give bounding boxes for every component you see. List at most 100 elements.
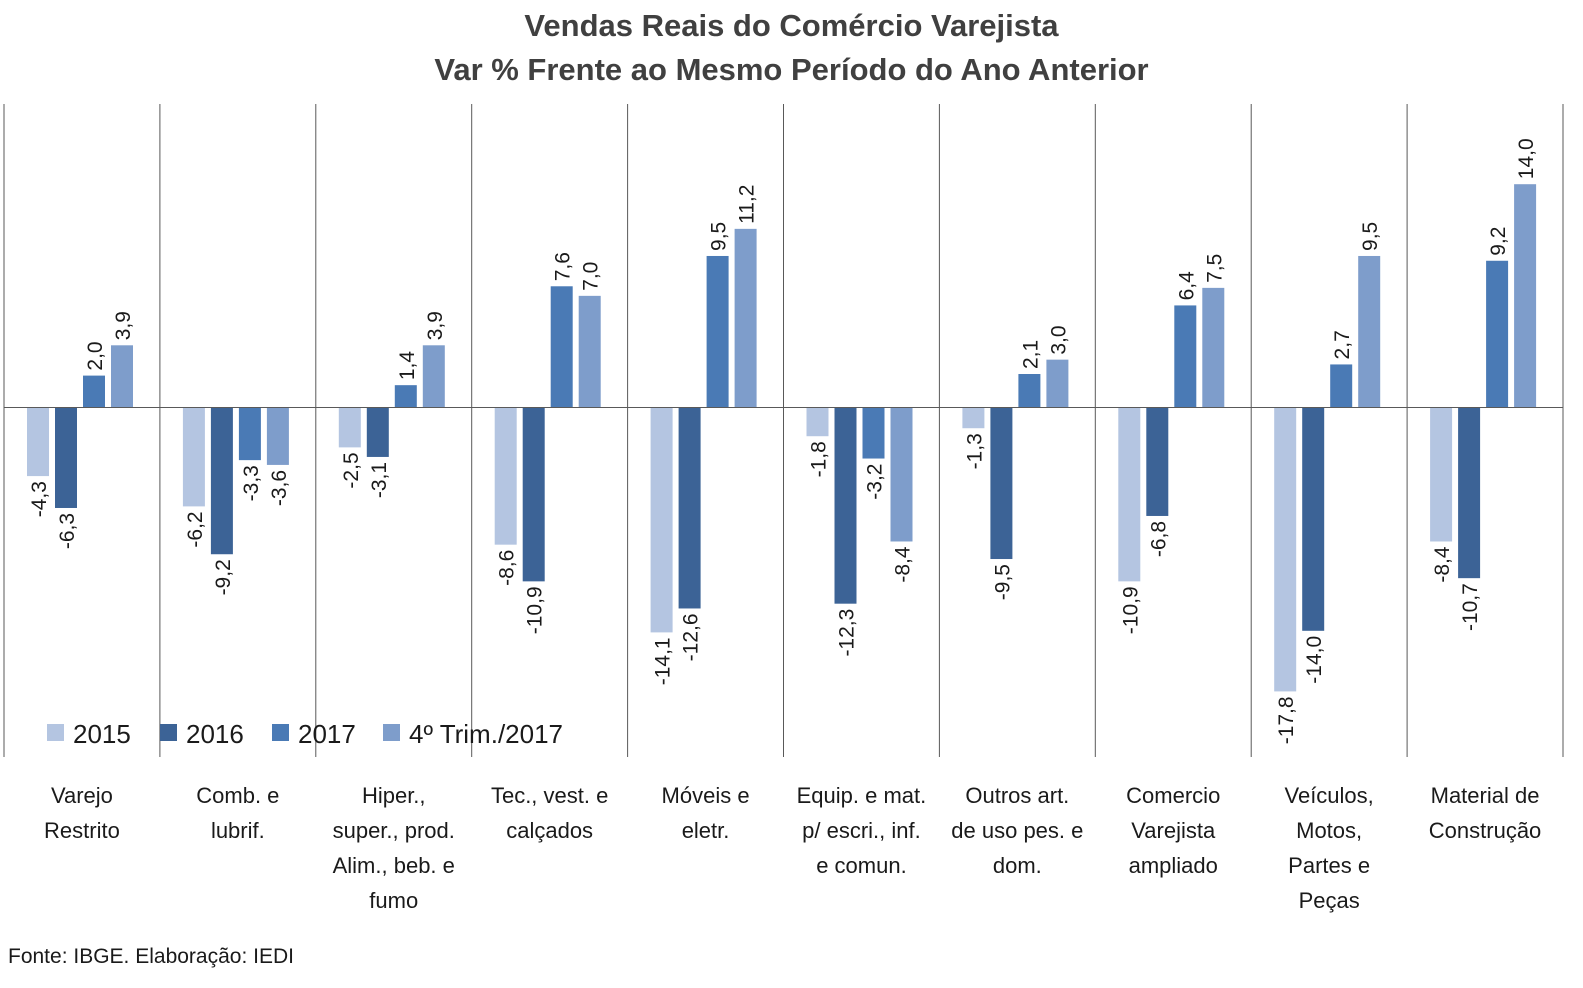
data-label: 7,5 xyxy=(1203,254,1226,283)
data-label: -8,4 xyxy=(892,546,915,583)
bar xyxy=(1118,407,1141,582)
bar-chart: -4,3-6,2-2,5-8,6-14,1-1,8 -1,3-10,9-17,8-… xyxy=(3,104,1564,913)
legend-swatch xyxy=(272,724,289,741)
bar xyxy=(27,407,49,477)
legend-label: 2016 xyxy=(186,719,244,749)
bar xyxy=(1430,407,1453,542)
bar xyxy=(1146,407,1169,516)
bar xyxy=(55,407,77,508)
category-label: Restrito xyxy=(44,818,120,843)
category-label: calçados xyxy=(506,818,593,843)
category-label: ampliado xyxy=(1129,853,1218,878)
legend-label: 2017 xyxy=(298,719,356,749)
bar xyxy=(706,255,729,408)
category-label: super., prod. xyxy=(333,818,455,843)
data-label: 2,7 xyxy=(1331,330,1354,359)
data-label: 9,2 xyxy=(1487,227,1510,256)
category-label: Equip. e mat. xyxy=(797,783,927,808)
legend-label: 2015 xyxy=(73,719,131,749)
data-label: -8,6 xyxy=(496,550,519,586)
data-label: 14,0 xyxy=(1515,138,1538,179)
category-label: p/ escri., inf. xyxy=(802,818,921,843)
data-label: 9,5 xyxy=(1359,222,1382,251)
data-label: -6,8 xyxy=(1147,521,1170,557)
legend-swatch xyxy=(160,724,177,741)
bar xyxy=(578,295,601,408)
bar xyxy=(550,286,573,408)
data-label: -14,0 xyxy=(1303,636,1326,684)
data-label: 11,2 xyxy=(736,185,759,224)
bar xyxy=(83,375,105,408)
bar xyxy=(1458,407,1481,579)
data-label: 7,6 xyxy=(552,252,575,281)
data-label: 3,9 xyxy=(112,311,135,340)
data-label: -17,8 xyxy=(1275,696,1298,744)
data-label: -10,7 xyxy=(1459,583,1482,631)
bar xyxy=(1046,359,1069,408)
data-label: 2,0 xyxy=(84,341,107,370)
bar xyxy=(1486,260,1509,408)
chart-title: Vendas Reais do Comércio Varejista xyxy=(524,8,1059,43)
bar xyxy=(111,345,133,408)
bar xyxy=(394,385,417,408)
category-label: Motos, xyxy=(1296,818,1362,843)
category-label: Móveis e xyxy=(662,783,750,808)
data-label: 7,0 xyxy=(580,262,603,291)
bar xyxy=(890,407,913,542)
bar xyxy=(366,407,389,457)
category-label: Construção xyxy=(1429,818,1542,843)
data-label: -3,1 xyxy=(368,462,391,498)
category-label: e comun. xyxy=(816,853,907,878)
bar xyxy=(522,407,545,582)
bar xyxy=(1018,374,1041,408)
legend-swatch xyxy=(47,724,64,741)
data-label: -3,3 xyxy=(240,465,263,501)
bar xyxy=(806,407,829,437)
category-label: Veículos, xyxy=(1285,783,1374,808)
category-label: Tec., vest. e xyxy=(491,783,608,808)
bar xyxy=(1174,305,1197,408)
data-label: -14,1 xyxy=(652,637,675,685)
bar xyxy=(210,407,233,555)
data-label: -8,4 xyxy=(1431,546,1454,583)
chart-subtitle: Var % Frente ao Mesmo Período do Ano Ant… xyxy=(434,52,1149,87)
bar xyxy=(182,407,205,507)
bar xyxy=(834,407,857,604)
bar xyxy=(678,407,701,609)
bar xyxy=(1302,407,1325,631)
category-label: Hiper., xyxy=(362,783,426,808)
bar xyxy=(238,407,261,461)
category-label: dom. xyxy=(993,853,1042,878)
bar xyxy=(1358,255,1381,408)
legend-swatch xyxy=(383,724,400,741)
bar xyxy=(734,228,757,408)
category-label: Comb. e xyxy=(196,783,279,808)
category-label: fumo xyxy=(369,888,418,913)
data-label: -12,6 xyxy=(680,613,703,661)
data-label: -3,2 xyxy=(864,464,887,500)
data-label: -6,3 xyxy=(56,513,79,549)
data-label: -6,2 xyxy=(184,511,207,547)
category-label: de uso pes. e xyxy=(951,818,1083,843)
data-label: -12,3 xyxy=(836,609,859,657)
bar xyxy=(338,407,361,448)
bar xyxy=(1202,287,1225,408)
data-label: -3,6 xyxy=(268,470,291,506)
data-label: -1,3 xyxy=(963,433,986,469)
category-label: Outros art. xyxy=(965,783,1069,808)
data-label: 3,9 xyxy=(424,311,447,340)
data-label: -4,3 xyxy=(28,481,51,517)
bar xyxy=(422,345,445,408)
category-label: Comercio xyxy=(1126,783,1220,808)
data-label: 2,1 xyxy=(1019,340,1042,369)
bar xyxy=(494,407,517,545)
category-label: Material de xyxy=(1431,783,1540,808)
data-label: -1,8 xyxy=(808,441,831,477)
data-label: -9,5 xyxy=(991,564,1014,600)
bar xyxy=(266,407,289,465)
category-label: Varejista xyxy=(1131,818,1216,843)
bar xyxy=(862,407,885,459)
category-label: Alim., beb. e xyxy=(333,853,455,878)
bar xyxy=(962,407,985,429)
legend-label: 4º Trim./2017 xyxy=(409,719,563,749)
